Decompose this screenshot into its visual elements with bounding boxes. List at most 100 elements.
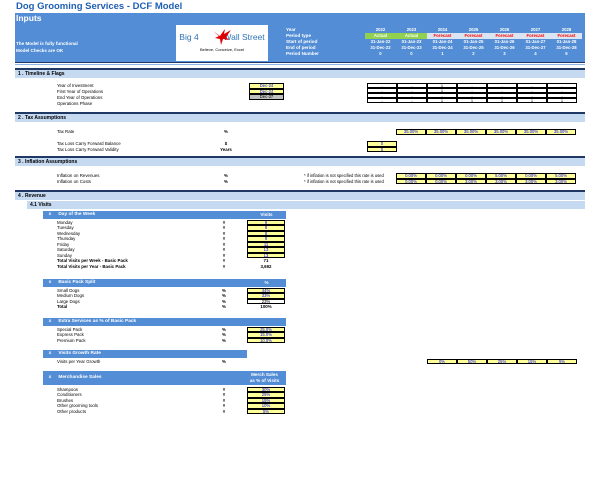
period-type-forecast: Forecast bbox=[520, 33, 551, 39]
visits-monday-input[interactable]: 9 bbox=[247, 219, 285, 225]
visits-growth-input[interactable]: 50% bbox=[457, 358, 487, 364]
inflation-revenues-input[interactable]: 0.00% bbox=[516, 173, 546, 179]
block-title: Merchandise Sales bbox=[58, 375, 102, 380]
label-end-year-operations: End Year of Operations bbox=[57, 95, 103, 100]
label-tax-rate: Tax Rate bbox=[57, 129, 75, 134]
section-rule bbox=[15, 112, 585, 114]
start-date-cell: 01-Jan-26 bbox=[494, 39, 515, 44]
visits-growth-input[interactable]: 15% bbox=[517, 358, 547, 364]
section-rule bbox=[15, 190, 585, 192]
tax-rate-input[interactable]: 35.00% bbox=[516, 129, 546, 135]
flag-cell: - bbox=[457, 93, 487, 98]
inflation-revenues-input[interactable]: 0.00% bbox=[396, 173, 426, 179]
express-pack-input[interactable]: 15.0% bbox=[247, 332, 285, 338]
visits-wednesday-input[interactable]: 8 bbox=[247, 230, 285, 236]
total-visits-week: 71 bbox=[263, 258, 269, 263]
label-period-type: Period type bbox=[286, 33, 312, 38]
period-type-forecast: Forecast bbox=[489, 33, 520, 39]
flag-cell: - bbox=[427, 93, 457, 98]
inflation-costs-input[interactable]: 3.00% bbox=[486, 178, 516, 184]
inflation-costs-input[interactable]: 3.00% bbox=[456, 178, 486, 184]
tax-rate-input[interactable]: 35.00% bbox=[426, 129, 456, 135]
special-pack-input[interactable]: 25.0% bbox=[247, 326, 285, 332]
other-tools-input[interactable]: 10% bbox=[247, 403, 285, 409]
flag-cell: 1 bbox=[547, 98, 577, 103]
label-conditioners: Conditioners bbox=[57, 392, 82, 397]
end-date-cell: 31-Dec-23 bbox=[401, 45, 422, 50]
tax-rate-input[interactable]: 35.00% bbox=[546, 129, 576, 135]
end-date-cell: 31-Dec-26 bbox=[494, 45, 515, 50]
section-timeline-header: 1 . Timeline & Flags bbox=[15, 69, 585, 78]
percent-column-header: % bbox=[264, 280, 269, 285]
period-type-forecast: Forecast bbox=[458, 33, 489, 39]
period-number-cell: 0 bbox=[379, 51, 382, 56]
visits-sunday-input[interactable]: 13 bbox=[247, 252, 285, 258]
pack-split-header: x Basic Pack Split % bbox=[43, 279, 286, 287]
period-number-cell: 4 bbox=[534, 51, 537, 56]
year-of-investment-input[interactable]: Dec-24 bbox=[249, 83, 284, 89]
inflation-costs-input[interactable]: 0.00% bbox=[426, 178, 456, 184]
label-sunday: Sunday bbox=[57, 252, 72, 258]
small-dogs-input[interactable]: 44% bbox=[247, 287, 285, 293]
unit-percent: % bbox=[222, 358, 226, 364]
flag-cell: 1 bbox=[487, 98, 517, 103]
inflation-revenues-input[interactable]: 5.00% bbox=[486, 173, 516, 179]
inflation-revenues-input[interactable]: 0.00% bbox=[426, 173, 456, 179]
note-inflation-revenues: * if inflation is not specified this rat… bbox=[304, 173, 384, 178]
unit-hash: # bbox=[222, 219, 226, 225]
block-marker: x bbox=[48, 375, 52, 380]
inflation-costs-input[interactable]: 3.00% bbox=[546, 178, 576, 184]
logo-text-right: Wall Street bbox=[223, 32, 265, 42]
flag-cell: - bbox=[487, 93, 517, 98]
start-date-cell: 01-Jan-27 bbox=[525, 39, 546, 44]
logo-tagline: Believe, Conceive, Excel bbox=[199, 47, 245, 52]
start-date-cell: 01-Jan-23 bbox=[401, 39, 422, 44]
tax-rate-input[interactable]: 35.00% bbox=[396, 129, 426, 135]
visits-tuesday-input[interactable]: 8 bbox=[247, 225, 285, 231]
visits-growth-input[interactable]: 25% bbox=[487, 358, 517, 364]
brushes-input[interactable]: 15% bbox=[247, 397, 285, 403]
visits-growth-input[interactable]: 5% bbox=[547, 358, 577, 364]
flags-row-end-operations: - - - - - - - bbox=[367, 93, 577, 98]
block-marker: x bbox=[48, 212, 52, 217]
label-small-dogs: Small Dogs bbox=[57, 287, 80, 293]
shampoos-input[interactable]: 30% bbox=[247, 386, 285, 392]
year-cell: 2028 bbox=[561, 27, 572, 32]
premium-pack-input[interactable]: 10.0% bbox=[247, 337, 285, 343]
label-other-products: Other products bbox=[57, 408, 87, 414]
conditioners-input[interactable]: 25% bbox=[247, 392, 285, 398]
visits-growth-input[interactable]: 0% bbox=[427, 358, 457, 364]
extra-services-header: x Extra Services as % of Basic Pack bbox=[43, 318, 286, 326]
merch-column-header: Merch Sales as % of Visits bbox=[243, 372, 286, 384]
tax-rate-input[interactable]: 35.00% bbox=[486, 129, 516, 135]
unit-hash: # bbox=[222, 264, 226, 269]
flag-cell: - bbox=[367, 83, 397, 88]
visits-friday-input[interactable]: 11 bbox=[247, 241, 285, 247]
unit-hash: # bbox=[222, 225, 226, 230]
section-inflation-header: 3 . Inflation Assumptions bbox=[15, 157, 585, 166]
other-products-input[interactable]: 5% bbox=[247, 408, 285, 414]
inflation-revenues-input[interactable]: 0.00% bbox=[456, 173, 486, 179]
tax-loss-balance-input[interactable]: 0 bbox=[367, 141, 397, 147]
inflation-costs-input[interactable]: 3.00% bbox=[516, 178, 546, 184]
unit-percent: % bbox=[222, 337, 226, 343]
unit-hash: # bbox=[222, 397, 226, 403]
tax-loss-validity-input[interactable]: 5 bbox=[367, 146, 397, 152]
inflation-costs-input[interactable]: 0.00% bbox=[396, 178, 426, 184]
label-tuesday: Tuesday bbox=[57, 225, 74, 230]
unit-tax-loss-validity: Years bbox=[220, 146, 232, 152]
tax-rate-input[interactable]: 35.00% bbox=[456, 129, 486, 135]
year-cell: 2026 bbox=[499, 27, 510, 32]
visits-saturday-input[interactable]: 13 bbox=[247, 247, 285, 253]
period-number-cell: 5 bbox=[565, 51, 568, 56]
medium-dogs-input[interactable]: 33% bbox=[247, 293, 285, 299]
unit-tax-loss-balance: $ bbox=[224, 141, 228, 146]
first-year-operations-input[interactable]: Dec-24 bbox=[249, 88, 284, 94]
flag-cell: - bbox=[457, 83, 487, 88]
visits-column-header: Visits bbox=[260, 212, 273, 217]
visits-thursday-input[interactable]: 9 bbox=[247, 236, 285, 242]
inflation-revenues-input[interactable]: 5.00% bbox=[546, 173, 576, 179]
eagle-icon bbox=[213, 29, 231, 45]
label-inflation-revenues: Inflation on Revenues bbox=[57, 173, 100, 178]
section-revenue-header: 4 . Revenue bbox=[15, 191, 585, 200]
